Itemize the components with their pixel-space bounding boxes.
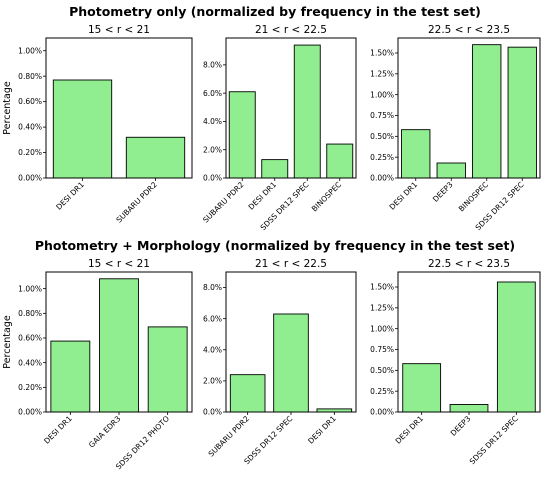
panel-title: 15 < r < 21 — [88, 24, 150, 36]
y-tick-label: 0.40% — [18, 358, 42, 367]
panel-title: 22.5 < r < 23.5 — [428, 24, 510, 36]
figure-title-photometry-morphology: Photometry + Morphology (normalized by f… — [34, 238, 516, 253]
x-tick-label: SDSS DR12 PHOTO — [114, 414, 171, 471]
y-tick-label: 1.25% — [370, 69, 394, 78]
panel-title: 21 < r < 22.5 — [255, 258, 327, 270]
y-tick-label: 0.20% — [18, 383, 42, 392]
y-tick-label: 1.50% — [370, 49, 394, 58]
x-tick-label: DESI DR1 — [42, 414, 74, 446]
y-axis-label: Percentage — [2, 315, 13, 369]
plot-frame — [45, 37, 193, 179]
x-tick-label: DESI DR1 — [54, 180, 86, 212]
y-tick-label: 0.75% — [370, 345, 394, 354]
bar — [229, 374, 266, 413]
y-tick-label: 0.00% — [18, 408, 42, 417]
y-tick-label: 6.0% — [203, 314, 222, 323]
y-tick-label: 0.25% — [370, 153, 394, 162]
y-tick-label: 0.60% — [18, 97, 42, 106]
y-tick-label: 0.75% — [370, 111, 394, 120]
panel-title: 21 < r < 22.5 — [255, 24, 327, 36]
bar — [326, 143, 354, 179]
plot-frame — [397, 37, 541, 179]
bar — [496, 281, 536, 413]
x-tick-label: SUBARU PDR2 — [201, 180, 246, 225]
x-tick-label: SDSS DR12 SPEC — [468, 414, 520, 466]
y-tick-label: 1.00% — [370, 90, 394, 99]
x-tick-label: DEEP3 — [431, 180, 455, 204]
y-tick-label: 0.40% — [18, 123, 42, 132]
x-tick-label: GAIA EDR3 — [87, 414, 123, 450]
bar — [147, 326, 188, 413]
x-tick-label: DESI DR1 — [388, 180, 420, 212]
plot-frame — [45, 271, 193, 413]
y-tick-label: 0.0% — [203, 174, 222, 183]
y-tick-label: 0.60% — [18, 334, 42, 343]
x-tick-label: DEEP3 — [449, 414, 473, 438]
plot-frame — [225, 271, 357, 413]
y-tick-label: 2.0% — [203, 145, 222, 154]
bar — [273, 313, 309, 413]
bar — [50, 340, 91, 413]
plot-frame — [397, 271, 541, 413]
y-axis-label: Percentage — [2, 81, 13, 135]
y-tick-label: 0.00% — [370, 174, 394, 183]
plot-frame — [225, 37, 357, 179]
x-tick-label: DESI DR1 — [394, 414, 426, 446]
y-tick-label: 4.0% — [203, 345, 222, 354]
bar — [52, 79, 113, 179]
y-tick-label: 0.25% — [370, 387, 394, 396]
y-tick-label: 0.00% — [370, 408, 394, 417]
panel-title: 15 < r < 21 — [88, 258, 150, 270]
bar — [402, 363, 442, 413]
x-tick-label: SUBARU PDR2 — [114, 180, 159, 225]
y-tick-label: 8.0% — [203, 283, 222, 292]
bar — [472, 44, 502, 179]
y-tick-label: 1.00% — [18, 284, 42, 293]
bar — [261, 159, 289, 179]
y-tick-label: 8.0% — [203, 60, 222, 69]
y-tick-label: 0.80% — [18, 72, 42, 81]
panel-title: 22.5 < r < 23.5 — [428, 258, 510, 270]
x-tick-label: BINOSPEC — [310, 180, 343, 213]
y-tick-label: 0.0% — [203, 408, 222, 417]
y-tick-label: 0.00% — [18, 174, 42, 183]
bar — [436, 162, 466, 179]
y-tick-label: 0.50% — [370, 366, 394, 375]
x-tick-label: DESI DR1 — [247, 180, 279, 212]
x-tick-label: DESI DR1 — [306, 414, 338, 446]
bar — [293, 44, 321, 179]
y-tick-label: 2.0% — [203, 376, 222, 385]
x-tick-label: SUBARU PDR2 — [207, 414, 252, 459]
y-tick-label: 4.0% — [203, 117, 222, 126]
bar — [228, 91, 256, 179]
bar — [507, 46, 537, 179]
y-tick-label: 1.25% — [370, 303, 394, 312]
x-tick-label: SDSS DR12 SPEC — [242, 414, 294, 466]
y-tick-label: 1.50% — [370, 283, 394, 292]
bar — [401, 129, 431, 179]
y-tick-label: 0.50% — [370, 132, 394, 141]
figure-title-photometry-only: Photometry only (normalized by frequency… — [69, 4, 481, 19]
bar — [99, 278, 139, 413]
x-tick-label: BINOSPEC — [457, 180, 490, 213]
y-tick-label: 6.0% — [203, 89, 222, 98]
y-tick-label: 1.00% — [370, 324, 394, 333]
bar — [449, 404, 489, 413]
y-tick-label: 0.20% — [18, 148, 42, 157]
y-tick-label: 1.00% — [18, 46, 42, 55]
bar — [125, 136, 186, 179]
y-tick-label: 0.80% — [18, 309, 42, 318]
